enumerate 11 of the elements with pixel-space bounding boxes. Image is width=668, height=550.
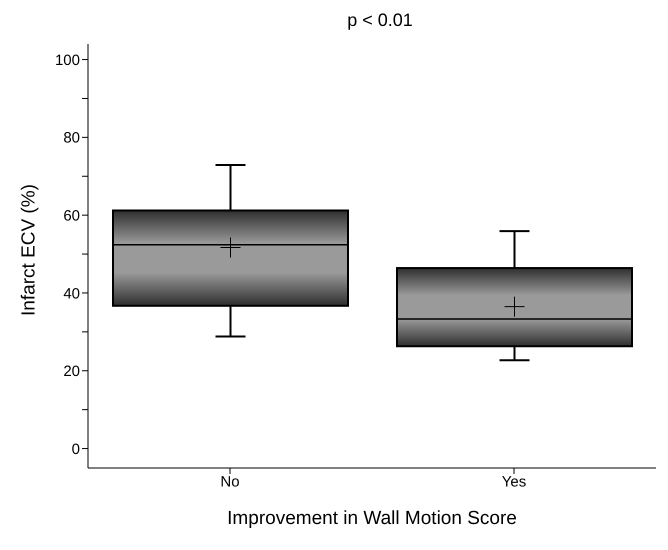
y-tick-label: 60	[63, 207, 80, 224]
y-tick-label: 20	[63, 363, 80, 380]
x-tick-label: No	[220, 474, 240, 491]
y-tick-label: 100	[54, 52, 80, 69]
y-tick-label: 0	[72, 440, 80, 458]
y-tick-label: 80	[63, 130, 80, 147]
x-axis-title: Improvement in Wall Motion Score	[227, 508, 517, 529]
y-axis-title: Infarct ECV (%)	[18, 184, 40, 316]
x-tick-label: Yes	[502, 474, 526, 491]
chart-title: p < 0.01	[346, 10, 414, 31]
y-tick-label: 40	[63, 285, 80, 302]
